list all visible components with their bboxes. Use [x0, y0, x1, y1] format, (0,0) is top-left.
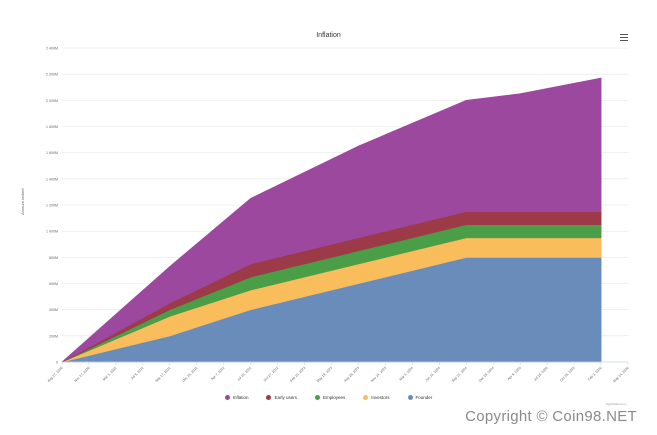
legend-marker	[314, 395, 320, 400]
y-tick-label: 1 200M	[46, 204, 58, 208]
y-tick-label: 1 400M	[46, 177, 58, 181]
x-tick-label: Nov 17, 2020	[74, 366, 91, 383]
x-tick-label: Mar 1, 2024	[398, 366, 414, 382]
legend-marker	[407, 395, 413, 400]
x-tick-label: Feb 3, 2026	[587, 366, 603, 382]
copyright-watermark: Copyright © Coin98.NET	[465, 408, 637, 425]
legend-label: Investors	[371, 395, 390, 400]
x-tick-label: Apr 7, 2022	[210, 366, 225, 381]
legend-label: Inflation	[232, 395, 249, 400]
y-tick-label: 600M	[49, 282, 58, 286]
legend-label: Employees	[322, 395, 346, 400]
x-tick-label: May 19, 2023	[316, 366, 333, 383]
y-tick-label: 2 200M	[46, 73, 58, 77]
x-tick-label: Nov 24, 2023	[370, 366, 387, 383]
legend: Inflation Early users Employees Investors Fo…	[0, 395, 657, 400]
area-inflation[interactable]	[61, 77, 602, 363]
legend-item-employees[interactable]: Employees	[314, 395, 346, 400]
legend-label: Early users	[274, 395, 297, 400]
x-tick-label: May 14, 2026	[612, 366, 629, 383]
y-tick-label: 2 400M	[46, 47, 58, 51]
x-tick-label: Apr 9, 2025	[507, 366, 522, 381]
x-tick-label: Oct 26, 2025	[559, 366, 576, 383]
x-tick-label: Jul 18, 2022	[236, 366, 252, 382]
y-tick-label: 1 800M	[46, 125, 58, 129]
x-tick-label: Sep 21, 2024	[451, 366, 468, 383]
y-tick-label: 2 000M	[46, 99, 58, 103]
x-tick-label: Jul 18, 2025	[533, 366, 549, 382]
legend-marker	[266, 395, 272, 400]
y-tick-label: 1 000M	[46, 230, 58, 234]
x-tick-label: Dec 26, 2021	[181, 366, 198, 383]
chart-title: Inflation	[316, 32, 341, 39]
x-tick-label: Oct 27, 2022	[263, 366, 280, 383]
legend-item-early-users[interactable]: Early users	[266, 395, 297, 400]
x-tick-label: Aug 28, 2023	[343, 366, 360, 383]
x-tick-label: Jun 11, 2024	[425, 366, 442, 383]
legend-item-inflation[interactable]: Inflation	[224, 395, 249, 400]
x-tick-label: Sep 17, 2021	[154, 366, 171, 383]
legend-item-investors[interactable]: Investors	[363, 395, 390, 400]
legend-label: Founder	[415, 395, 433, 400]
credits-text: highcharts.com	[606, 402, 627, 406]
legend-marker	[224, 395, 230, 400]
x-tick-label: Aug 17, 2020	[47, 366, 64, 383]
x-tick-label: Mar 1, 2021	[102, 366, 118, 382]
legend-item-founder[interactable]: Founder	[407, 395, 433, 400]
legend-marker	[363, 395, 369, 400]
y-tick-label: 800M	[49, 256, 58, 260]
y-tick-label: 0	[56, 361, 58, 365]
y-tick-label: 200M	[49, 334, 58, 338]
axis-group: 0 200M 400M 600M 800M 1 000M 1 200M 1 400M 1 600…	[46, 47, 630, 384]
x-tick-label: Dec 28, 2024	[478, 366, 495, 383]
x-tick-label: Feb 25, 2023	[289, 366, 306, 383]
y-tick-label: 400M	[49, 308, 58, 312]
x-tick-label: Jul 9, 2021	[130, 366, 145, 381]
hamburger-menu-icon[interactable]	[620, 34, 628, 41]
area-series-group	[61, 77, 602, 363]
y-tick-label: 1 600M	[46, 151, 58, 155]
